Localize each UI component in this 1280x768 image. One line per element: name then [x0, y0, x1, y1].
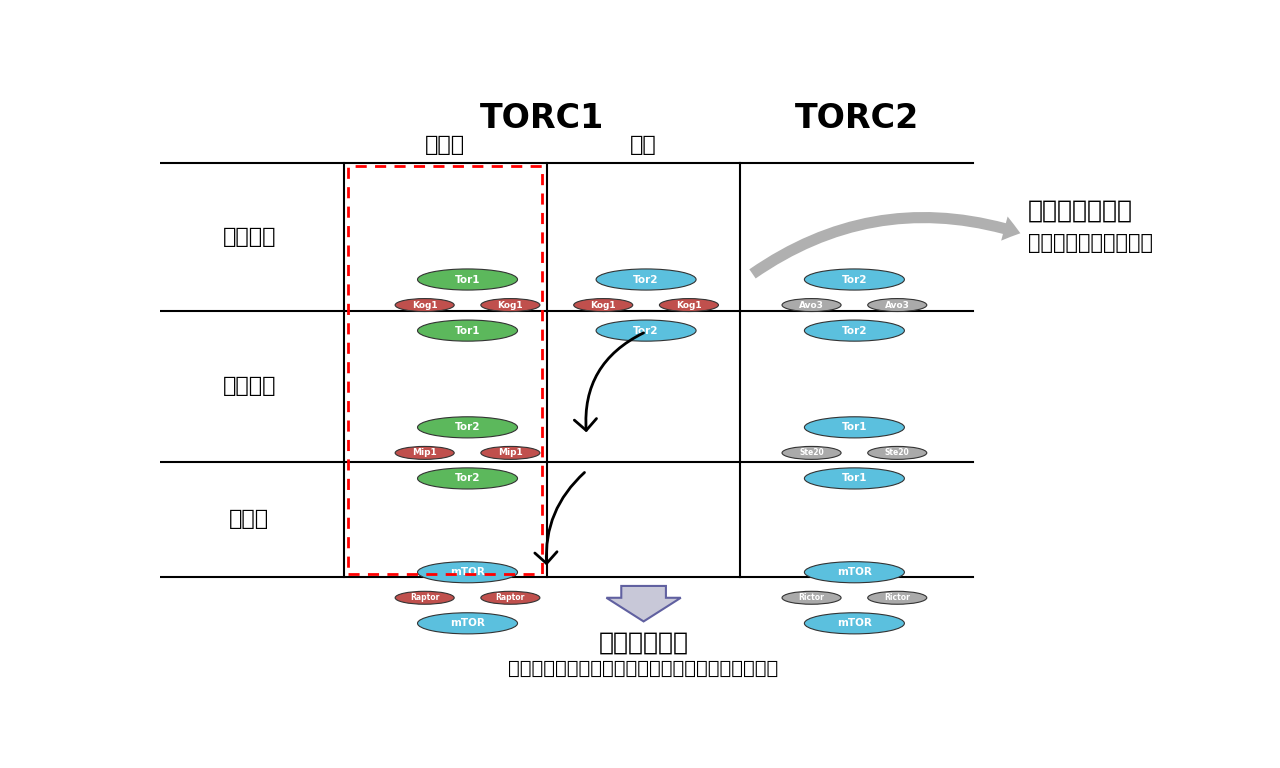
- Text: 出芽酵母: 出芽酵母: [223, 227, 276, 247]
- Ellipse shape: [804, 417, 905, 438]
- Ellipse shape: [417, 417, 517, 438]
- Text: Raptor: Raptor: [410, 593, 439, 602]
- Ellipse shape: [396, 299, 454, 312]
- Ellipse shape: [804, 468, 905, 489]
- Ellipse shape: [417, 561, 517, 583]
- Text: 分裂酵母: 分裂酵母: [223, 376, 276, 396]
- Ellipse shape: [481, 591, 540, 604]
- Text: Kog1: Kog1: [590, 300, 616, 310]
- Ellipse shape: [417, 613, 517, 634]
- FancyArrowPatch shape: [575, 333, 644, 430]
- FancyArrowPatch shape: [749, 212, 1020, 279]
- Ellipse shape: [659, 299, 718, 312]
- Text: Mip1: Mip1: [498, 449, 522, 458]
- Ellipse shape: [868, 299, 927, 312]
- Ellipse shape: [481, 446, 540, 459]
- Text: Kog1: Kog1: [412, 300, 438, 310]
- Text: mTOR: mTOR: [451, 568, 485, 578]
- Text: Tor2: Tor2: [842, 274, 867, 284]
- Text: Tor2: Tor2: [454, 473, 480, 483]
- Text: TORC1: TORC1: [480, 102, 604, 135]
- Text: Tor1: Tor1: [454, 274, 480, 284]
- Text: mTOR: mTOR: [837, 568, 872, 578]
- Ellipse shape: [573, 299, 632, 312]
- Text: 哺乳類: 哺乳類: [229, 509, 269, 529]
- Ellipse shape: [417, 269, 517, 290]
- Ellipse shape: [417, 320, 517, 341]
- Text: Tor2: Tor2: [842, 326, 867, 336]
- Text: Rictor: Rictor: [884, 593, 910, 602]
- Ellipse shape: [868, 591, 927, 604]
- Ellipse shape: [396, 446, 454, 459]
- Text: Tor2: Tor2: [634, 326, 659, 336]
- Text: Mip1: Mip1: [412, 449, 436, 458]
- Text: 特別: 特別: [630, 135, 657, 155]
- Text: Rictor: Rictor: [799, 593, 824, 602]
- Ellipse shape: [804, 561, 905, 583]
- Text: どうやって進化した？: どうやって進化した？: [1028, 233, 1153, 253]
- Text: Avo3: Avo3: [799, 300, 824, 310]
- Ellipse shape: [417, 468, 517, 489]
- Text: 他の生物に同じものを作ったら寿命を変えられる？: 他の生物に同じものを作ったら寿命を変えられる？: [508, 659, 778, 678]
- Text: 寿命の制御へ: 寿命の制御へ: [599, 630, 689, 654]
- Ellipse shape: [804, 613, 905, 634]
- Text: Tor1: Tor1: [842, 422, 867, 432]
- Text: mTOR: mTOR: [451, 618, 485, 628]
- Ellipse shape: [782, 591, 841, 604]
- Text: Tor1: Tor1: [454, 326, 480, 336]
- Ellipse shape: [596, 320, 696, 341]
- Text: Ste20: Ste20: [884, 449, 910, 458]
- Bar: [348, 166, 541, 574]
- Text: Avo3: Avo3: [884, 300, 910, 310]
- Text: Tor1: Tor1: [842, 473, 867, 483]
- Text: mTOR: mTOR: [837, 618, 872, 628]
- Ellipse shape: [782, 299, 841, 312]
- FancyArrowPatch shape: [535, 472, 585, 564]
- Text: Tor2: Tor2: [454, 422, 480, 432]
- Ellipse shape: [804, 320, 905, 341]
- Ellipse shape: [481, 299, 540, 312]
- Text: Kog1: Kog1: [676, 300, 701, 310]
- Polygon shape: [607, 586, 681, 621]
- Text: 進化の謎に迫る: 進化の謎に迫る: [1028, 198, 1133, 223]
- Ellipse shape: [868, 446, 927, 459]
- Text: 似てる: 似てる: [425, 135, 465, 155]
- Text: Kog1: Kog1: [498, 300, 524, 310]
- Ellipse shape: [396, 591, 454, 604]
- Text: TORC2: TORC2: [795, 102, 919, 135]
- Ellipse shape: [596, 269, 696, 290]
- Ellipse shape: [782, 446, 841, 459]
- Text: Ste20: Ste20: [799, 449, 824, 458]
- Text: Tor2: Tor2: [634, 274, 659, 284]
- Ellipse shape: [804, 269, 905, 290]
- Text: Raptor: Raptor: [495, 593, 525, 602]
